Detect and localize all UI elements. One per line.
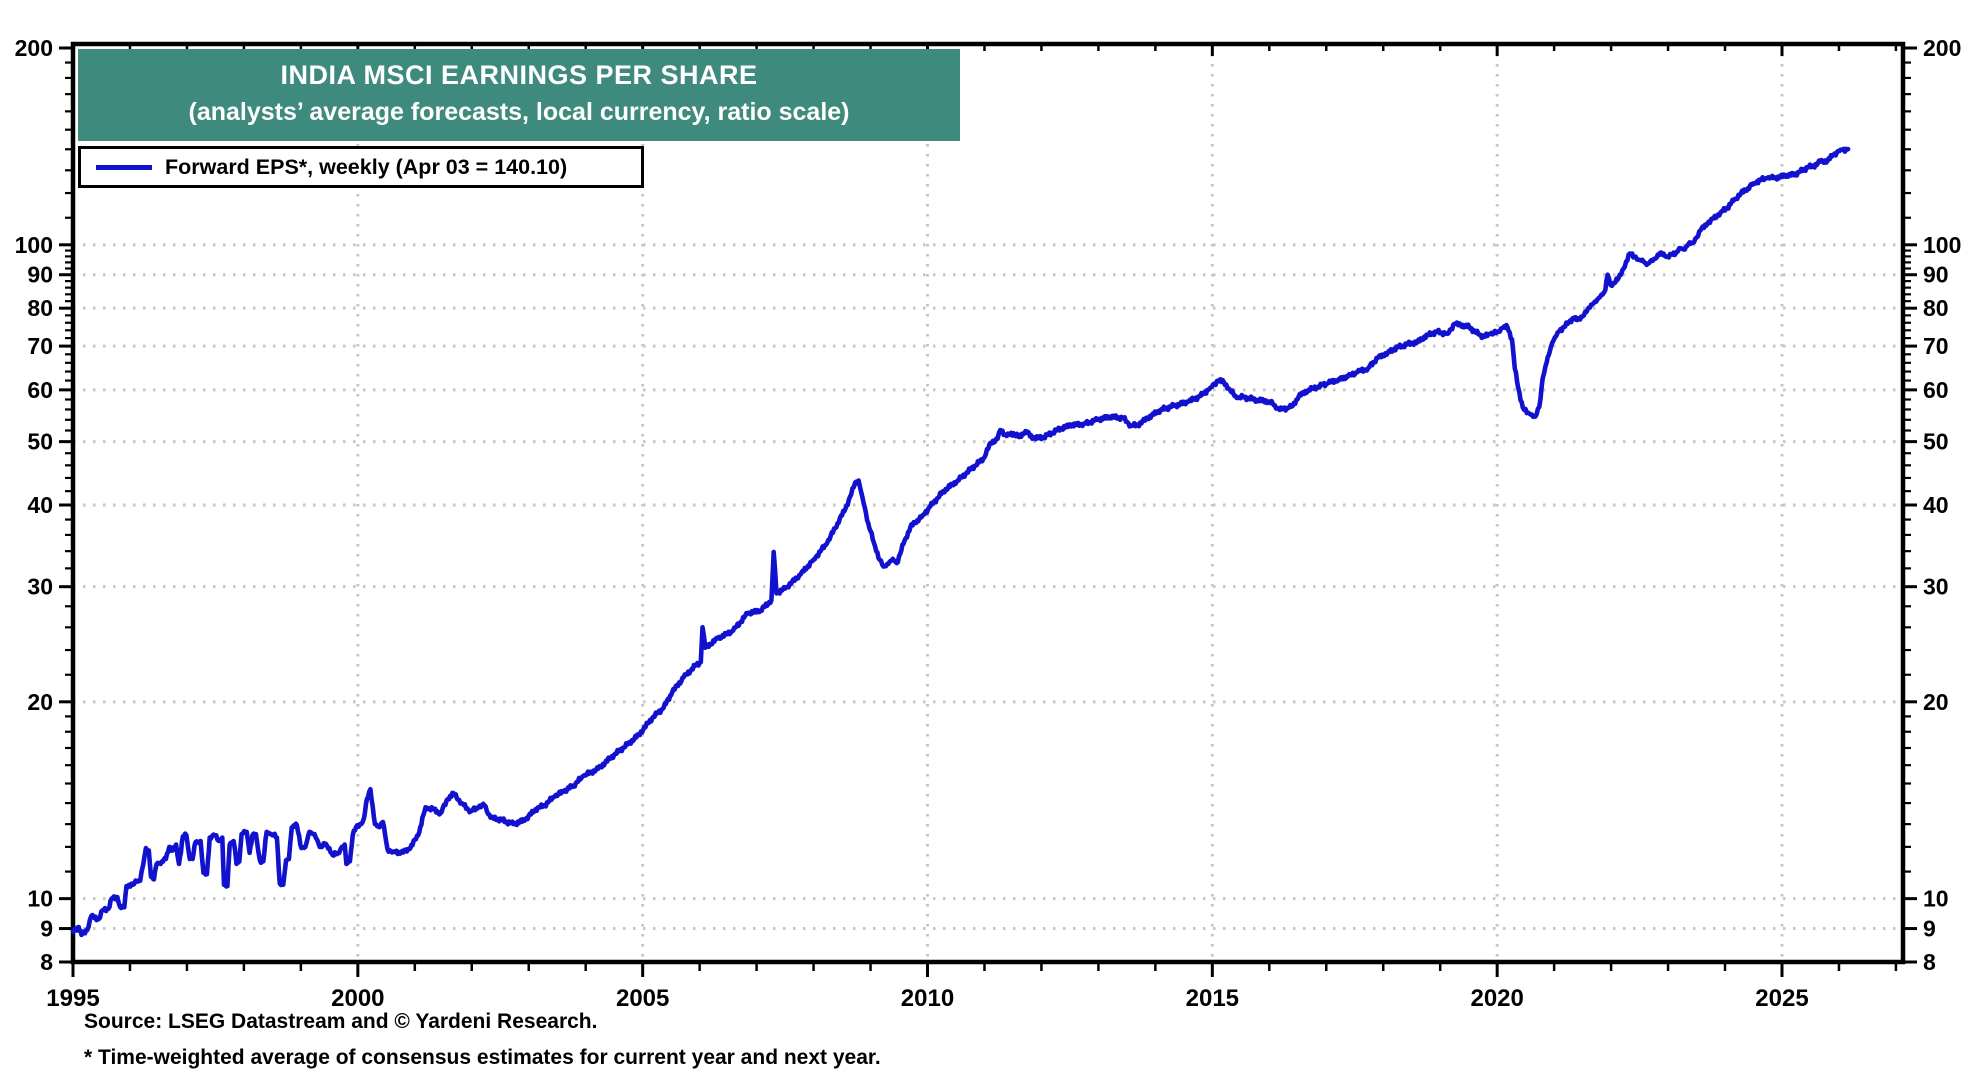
legend-label: Forward EPS*, weekly (Apr 03 = 140.10) xyxy=(165,154,568,179)
y-axis-label-right-20: 20 xyxy=(1923,689,1949,715)
y-axis-label-right-80: 80 xyxy=(1923,295,1949,321)
y-axis-label-right-40: 40 xyxy=(1923,492,1949,518)
legend: Forward EPS*, weekly (Apr 03 = 140.10) xyxy=(78,146,644,188)
x-axis-label-2020: 2020 xyxy=(1470,985,1523,1012)
footnote: * Time-weighted average of consensus est… xyxy=(84,1046,881,1069)
y-axis-label-right-8: 8 xyxy=(1923,949,1936,975)
y-axis-label-left-50: 50 xyxy=(27,429,53,455)
y-axis-label-right-70: 70 xyxy=(1923,333,1949,359)
y-axis-label-left-90: 90 xyxy=(27,262,53,288)
y-axis-label-left-30: 30 xyxy=(27,574,53,600)
y-axis-label-left-80: 80 xyxy=(27,295,53,321)
x-axis-label-2025: 2025 xyxy=(1755,985,1808,1012)
y-axis-label-left-9: 9 xyxy=(40,916,53,942)
y-axis-label-right-100: 100 xyxy=(1923,232,1961,258)
y-axis-label-right-60: 60 xyxy=(1923,377,1949,403)
y-axis-label-left-60: 60 xyxy=(27,377,53,403)
y-axis-label-right-90: 90 xyxy=(1923,262,1949,288)
y-axis-label-left-100: 100 xyxy=(15,232,53,258)
source-note: Source: LSEG Datastream and © Yardeni Re… xyxy=(84,1010,598,1033)
chart-title: INDIA MSCI EARNINGS PER SHARE xyxy=(280,60,758,90)
x-axis-label-2005: 2005 xyxy=(616,985,669,1012)
y-axis-label-right-200: 200 xyxy=(1923,35,1961,61)
y-axis-label-left-8: 8 xyxy=(40,949,53,975)
y-axis-label-right-10: 10 xyxy=(1923,886,1949,912)
y-axis-label-left-10: 10 xyxy=(27,886,53,912)
x-axis-label-2010: 2010 xyxy=(901,985,954,1012)
y-axis-label-left-40: 40 xyxy=(27,492,53,518)
x-axis-label-2015: 2015 xyxy=(1186,985,1239,1012)
y-axis-label-right-9: 9 xyxy=(1923,916,1936,942)
plot-frame xyxy=(70,41,1906,965)
y-axis-label-right-30: 30 xyxy=(1923,574,1949,600)
x-axis-label-1995: 1995 xyxy=(46,985,99,1012)
chart-title-box: INDIA MSCI EARNINGS PER SHARE (analysts’… xyxy=(78,49,960,141)
forward-eps-line xyxy=(70,146,1851,938)
x-axis-label-2000: 2000 xyxy=(331,985,384,1012)
y-axis-label-left-70: 70 xyxy=(27,333,53,359)
legend-line-swatch xyxy=(96,164,152,170)
y-axis-label-right-50: 50 xyxy=(1923,429,1949,455)
chart-subtitle: (analysts’ average forecasts, local curr… xyxy=(188,98,850,126)
y-axis-label-left-20: 20 xyxy=(27,689,53,715)
y-axis-label-left-200: 200 xyxy=(15,35,53,61)
